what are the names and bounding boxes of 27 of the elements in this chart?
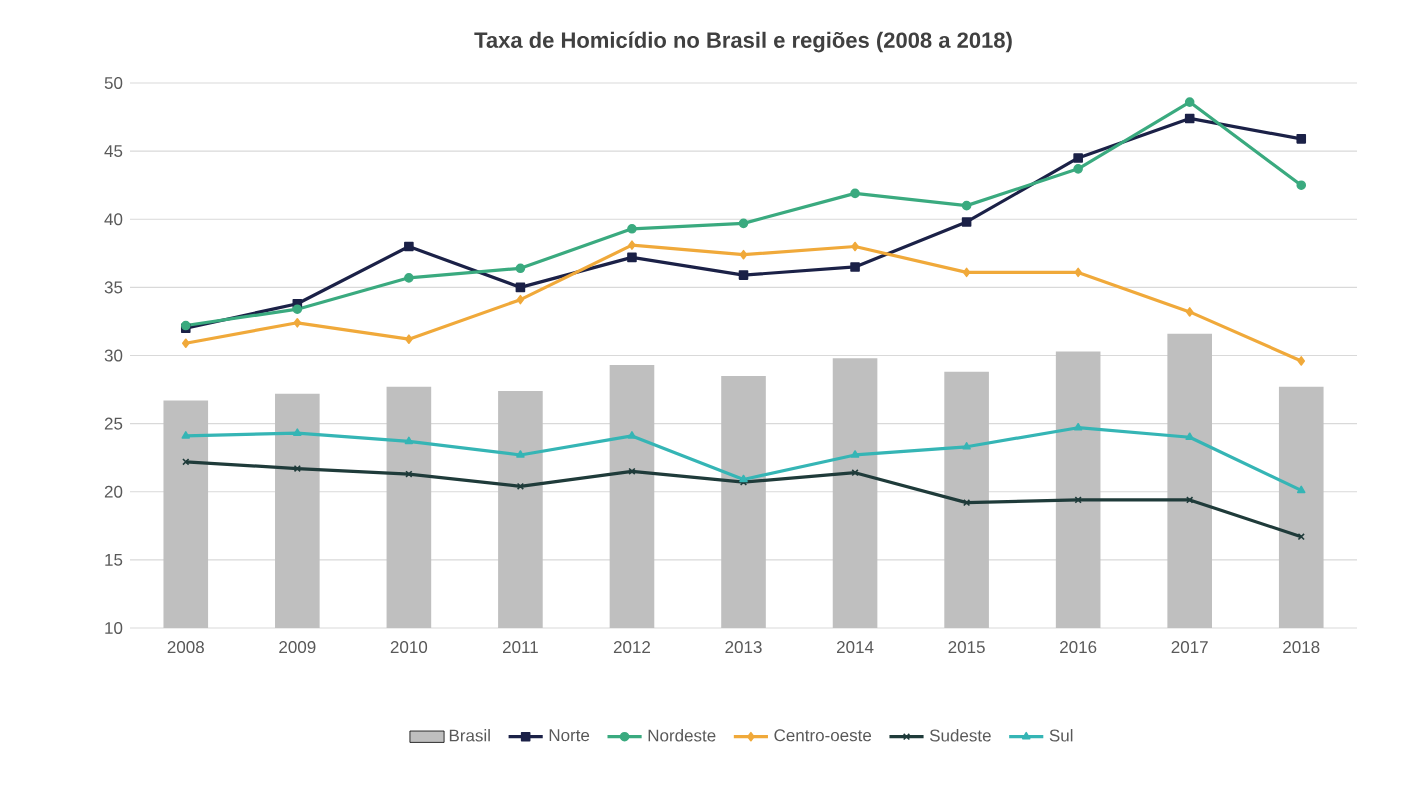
legend-label: Nordeste — [648, 729, 716, 742]
x-tick-label: 2016 — [1060, 641, 1097, 654]
y-tick-label: 40 — [104, 213, 123, 226]
x-tick-label: 2018 — [1283, 641, 1320, 654]
legend-label: Brasil — [449, 729, 490, 742]
x-tick-label: 2012 — [613, 641, 651, 654]
x-tick-label: 2011 — [502, 641, 538, 654]
y-tick-label: 20 — [104, 485, 123, 498]
y-tick-label: 15 — [105, 553, 123, 566]
x-tick-label: 2010 — [390, 641, 428, 654]
chart-title: Taxa de Homicídio no Brasil e regiões (2008 a 2018) — [474, 31, 1012, 53]
legend-label: Centro-oeste — [774, 729, 872, 742]
x-tick-label: 2013 — [725, 641, 762, 654]
y-tick-label: 50 — [104, 76, 123, 90]
legend-label: Sudeste — [929, 729, 991, 742]
y-tick-label: 45 — [104, 145, 123, 158]
x-tick-label: 2017 — [1171, 641, 1208, 654]
x-tick-label: 2015 — [948, 641, 985, 654]
legend-label: Sul — [1049, 729, 1073, 742]
legend-label: Norte — [549, 729, 590, 742]
y-tick-label: 10 — [105, 622, 123, 635]
y-tick-label: 30 — [104, 349, 123, 362]
x-tick-label: 2008 — [167, 641, 204, 654]
x-tick-label: 2014 — [837, 641, 874, 654]
y-tick-label: 35 — [104, 281, 123, 294]
y-tick-label: 25 — [104, 417, 123, 430]
x-tick-label: 2009 — [279, 641, 316, 654]
